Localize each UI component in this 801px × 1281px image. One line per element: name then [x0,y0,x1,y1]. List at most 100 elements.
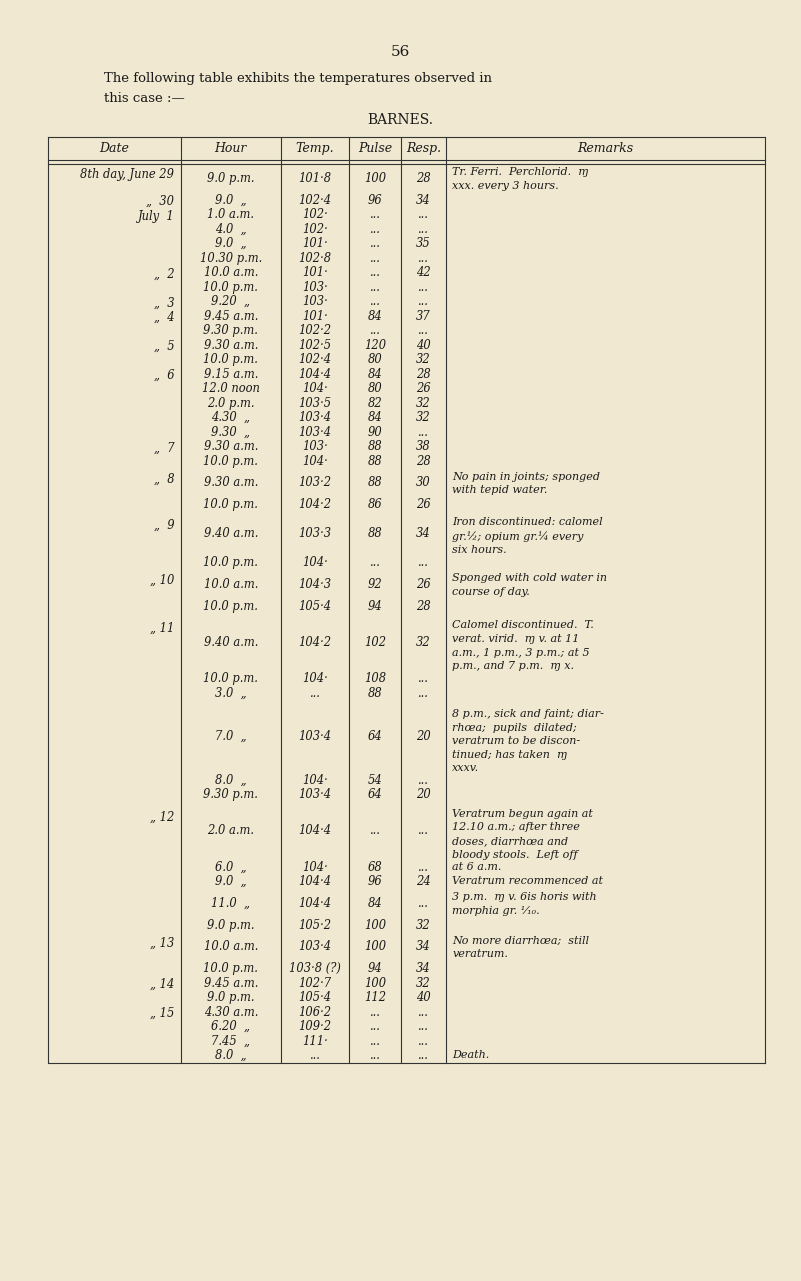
Text: ...: ... [370,556,380,569]
Text: „  9: „ 9 [154,519,175,532]
Text: 20: 20 [417,788,431,801]
Text: 26: 26 [417,382,431,395]
Text: 28: 28 [417,600,431,612]
Text: ...: ... [418,1020,429,1034]
Text: 10.0 p.m.: 10.0 p.m. [203,673,258,685]
Text: ...: ... [370,223,380,236]
Text: 34: 34 [417,528,431,541]
Text: 34: 34 [417,193,431,206]
Text: 104·2: 104·2 [299,635,332,649]
Text: 108: 108 [364,673,386,685]
Text: ...: ... [310,687,320,699]
Text: „  3: „ 3 [154,297,175,310]
Text: 6.0  „: 6.0 „ [215,861,247,874]
Text: ...: ... [418,825,429,838]
Text: 103·4: 103·4 [299,411,332,424]
Text: 9.0  „: 9.0 „ [215,237,247,250]
Text: 100: 100 [364,172,386,184]
Text: 104·: 104· [302,673,328,685]
Text: 105·2: 105·2 [299,918,332,931]
Text: ...: ... [418,281,429,293]
Text: ...: ... [370,1035,380,1048]
Text: ...: ... [370,1020,380,1034]
Text: 104·4: 104·4 [299,825,332,838]
Text: ...: ... [370,266,380,279]
Text: ...: ... [370,1049,380,1062]
Text: „ 15: „ 15 [150,1007,175,1020]
Text: 103·: 103· [302,441,328,453]
Text: 32: 32 [417,397,431,410]
Text: 104·: 104· [302,861,328,874]
Text: 101·: 101· [302,237,328,250]
Text: „ 13: „ 13 [150,936,175,949]
Text: Veratrum recommenced at: Veratrum recommenced at [453,876,603,886]
Text: 109·2: 109·2 [299,1020,332,1034]
Text: 34: 34 [417,962,431,975]
Text: ...: ... [370,281,380,293]
Text: 9.20  „: 9.20 „ [211,295,251,309]
Text: 10.0 p.m.: 10.0 p.m. [203,556,258,569]
Text: 11.0  „: 11.0 „ [211,897,251,910]
Text: 102·7: 102·7 [299,976,332,990]
Text: 103·4: 103·4 [299,940,332,953]
Text: 9.0 p.m.: 9.0 p.m. [207,991,255,1004]
Text: ...: ... [370,208,380,222]
Text: 9.30 p.m.: 9.30 p.m. [203,788,258,801]
Text: ...: ... [418,324,429,337]
Text: 88: 88 [368,687,383,699]
Text: „  30: „ 30 [147,195,175,208]
Text: 101·: 101· [302,266,328,279]
Text: ...: ... [418,861,429,874]
Text: Tr. Ferri.  Perchlorid.  ɱ
xxx. every 3 hours.: Tr. Ferri. Perchlorid. ɱ xxx. every 3 ho… [453,168,589,191]
Text: 38: 38 [417,441,431,453]
Text: 84: 84 [368,897,383,910]
Text: „  8: „ 8 [154,473,175,485]
Text: ...: ... [418,556,429,569]
Text: 100: 100 [364,940,386,953]
Text: 106·2: 106·2 [299,1006,332,1018]
Text: 8.0  „: 8.0 „ [215,774,247,787]
Text: 88: 88 [368,455,383,468]
Text: 9.40 a.m.: 9.40 a.m. [203,528,258,541]
Text: Temp.: Temp. [296,142,334,155]
Text: 6.20  „: 6.20 „ [211,1020,251,1034]
Text: 102·4: 102·4 [299,193,332,206]
Text: 105·4: 105·4 [299,600,332,612]
Text: ...: ... [418,1035,429,1048]
Text: ...: ... [418,774,429,787]
Text: 8 p.m., sick and faint; diar-
rhœa;  pupils  dilated;
veratrum to be discon-
tin: 8 p.m., sick and faint; diar- rhœa; pupi… [453,710,604,774]
Text: 8th day, June 29: 8th day, June 29 [80,168,175,181]
Text: 34: 34 [417,940,431,953]
Text: No pain in joints; sponged
with tepid water.: No pain in joints; sponged with tepid wa… [453,471,600,496]
Text: 10.0 a.m.: 10.0 a.m. [203,940,258,953]
Text: Hour: Hour [215,142,247,155]
Text: „ 14: „ 14 [150,979,175,991]
Text: Remarks: Remarks [578,142,634,155]
Text: 9.30 a.m.: 9.30 a.m. [203,477,258,489]
Text: „  7: „ 7 [154,442,175,455]
Text: Iron discontinued: calomel
gr.½; opium gr.¼ every
six hours.: Iron discontinued: calomel gr.½; opium g… [453,518,603,556]
Text: 88: 88 [368,528,383,541]
Text: ...: ... [418,897,429,910]
Text: 9.30 a.m.: 9.30 a.m. [203,441,258,453]
Text: 2.0 p.m.: 2.0 p.m. [207,397,255,410]
Text: 105·4: 105·4 [299,991,332,1004]
Text: 84: 84 [368,368,383,380]
Text: 102·: 102· [302,208,328,222]
Text: 32: 32 [417,354,431,366]
Text: 111·: 111· [302,1035,328,1048]
Text: 104·: 104· [302,382,328,395]
Text: „ 11: „ 11 [150,623,175,635]
Text: 64: 64 [368,730,383,743]
Text: 10.0 p.m.: 10.0 p.m. [203,600,258,612]
Text: 9.45 a.m.: 9.45 a.m. [203,976,258,990]
Text: 103·4: 103·4 [299,730,332,743]
Text: 1.0 a.m.: 1.0 a.m. [207,208,255,222]
Text: 54: 54 [368,774,383,787]
Text: BARNES.: BARNES. [368,113,433,127]
Text: ...: ... [418,687,429,699]
Text: 56: 56 [391,45,410,59]
Text: 82: 82 [368,397,383,410]
Text: The following table exhibits the temperatures observed in: The following table exhibits the tempera… [104,72,492,85]
Text: 10.0 p.m.: 10.0 p.m. [203,281,258,293]
